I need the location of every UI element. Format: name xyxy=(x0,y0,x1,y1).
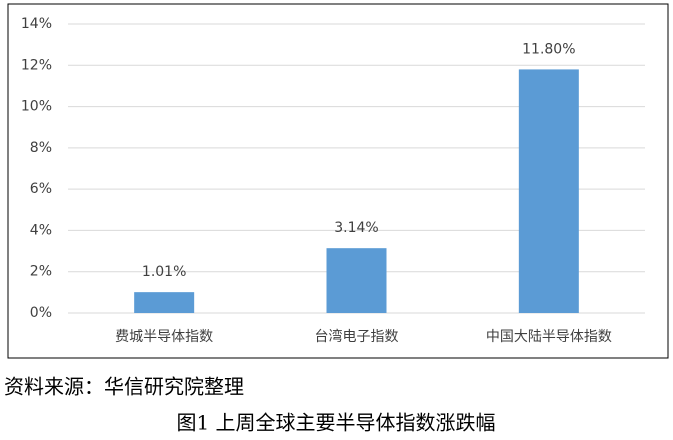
source-note: 资料来源：华信研究院整理 xyxy=(4,375,244,399)
bar xyxy=(518,69,579,314)
y-tick-label: 8% xyxy=(30,140,52,156)
value-label: 3.14% xyxy=(334,220,378,236)
value-label: 1.01% xyxy=(142,264,186,280)
x-tick-label: 中国大陆半导体指数 xyxy=(486,329,612,345)
x-tick-label: 费城半导体指数 xyxy=(115,329,213,345)
y-tick-label: 0% xyxy=(30,305,52,321)
y-tick-label: 6% xyxy=(30,181,52,197)
figure-caption: 图1 上周全球主要半导体指数涨跌幅 xyxy=(176,411,495,435)
y-tick-label: 14% xyxy=(21,16,52,32)
y-tick-label: 12% xyxy=(21,57,52,73)
bar xyxy=(134,292,195,313)
value-label: 11.80% xyxy=(522,41,575,57)
y-tick-label: 2% xyxy=(30,264,52,280)
y-tick-label: 10% xyxy=(21,99,52,115)
x-tick-label: 台湾电子指数 xyxy=(315,328,399,345)
y-tick-label: 4% xyxy=(30,222,52,238)
bar xyxy=(326,248,387,313)
